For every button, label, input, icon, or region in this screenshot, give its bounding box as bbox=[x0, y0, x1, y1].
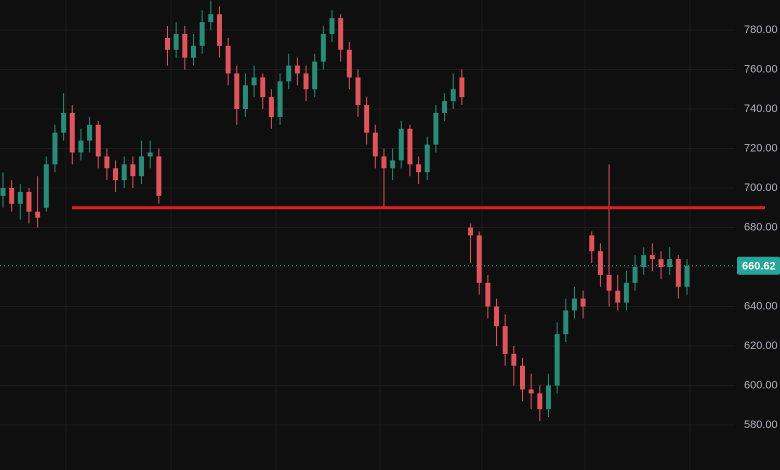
candle-body bbox=[312, 61, 318, 90]
candle-body bbox=[554, 334, 560, 386]
candle-body bbox=[26, 191, 32, 212]
candle-body bbox=[165, 37, 171, 50]
candle-body bbox=[0, 188, 6, 196]
candle-body bbox=[156, 156, 162, 196]
candle-body bbox=[303, 73, 309, 90]
candle-body bbox=[355, 77, 361, 106]
candle-body bbox=[511, 353, 517, 366]
candle-body bbox=[658, 259, 664, 267]
candle-body bbox=[537, 393, 543, 410]
candle-body bbox=[61, 112, 67, 133]
candle-body bbox=[251, 77, 257, 86]
candle-body bbox=[485, 282, 491, 307]
candle-body bbox=[190, 45, 196, 58]
candle-body bbox=[234, 73, 240, 110]
y-tick-label: 580.00 bbox=[744, 419, 778, 431]
candle-body bbox=[294, 65, 300, 74]
candle-body bbox=[502, 326, 508, 354]
candle-body bbox=[121, 164, 127, 181]
candle-body bbox=[381, 156, 387, 169]
candle-body bbox=[545, 385, 551, 410]
candle-body bbox=[571, 298, 577, 311]
candle-body bbox=[563, 310, 569, 335]
candle-body bbox=[346, 49, 352, 78]
y-tick-label: 720.00 bbox=[744, 142, 778, 154]
candle-body bbox=[424, 144, 430, 173]
candle-body bbox=[225, 45, 231, 74]
candle-body bbox=[416, 164, 422, 173]
candle-body bbox=[69, 112, 75, 153]
last-price-box bbox=[737, 256, 780, 275]
candle-body bbox=[597, 251, 603, 275]
candle-body bbox=[199, 22, 205, 46]
candle-body bbox=[390, 160, 396, 169]
candle-body bbox=[519, 365, 525, 390]
candle-body bbox=[667, 259, 673, 267]
candle-body bbox=[104, 156, 110, 169]
y-tick-label: 760.00 bbox=[744, 63, 778, 75]
candle-body bbox=[95, 124, 101, 157]
candle-body bbox=[468, 227, 474, 236]
y-tick-label: 780.00 bbox=[744, 24, 778, 36]
candle-body bbox=[580, 298, 586, 307]
candle-body bbox=[87, 124, 93, 141]
candle-body bbox=[649, 255, 655, 260]
candle-body bbox=[78, 140, 84, 153]
y-tick-label: 620.00 bbox=[744, 340, 778, 352]
candle-body bbox=[329, 18, 335, 34]
candle-body bbox=[242, 85, 248, 110]
candle-body bbox=[260, 77, 266, 98]
candle-body bbox=[364, 105, 370, 133]
candle-body bbox=[208, 14, 214, 23]
candle-body bbox=[433, 112, 439, 145]
candle-body bbox=[442, 101, 448, 113]
candle-body bbox=[623, 282, 629, 303]
y-tick-label: 600.00 bbox=[744, 379, 778, 391]
candle-body bbox=[476, 235, 482, 283]
candle-body bbox=[606, 274, 612, 291]
candle-body bbox=[52, 132, 58, 165]
candle-body bbox=[182, 33, 188, 58]
candle-body bbox=[9, 188, 15, 204]
candle-body bbox=[459, 77, 465, 98]
candle-body bbox=[113, 168, 119, 181]
candle-body bbox=[494, 306, 500, 327]
candle-body bbox=[286, 65, 292, 82]
candle-body bbox=[407, 128, 413, 165]
candle-body bbox=[147, 152, 153, 157]
candle-body bbox=[43, 164, 49, 208]
y-tick-label: 640.00 bbox=[744, 300, 778, 312]
candle-body bbox=[268, 97, 274, 117]
candle-body bbox=[372, 132, 378, 157]
candle-body bbox=[173, 33, 179, 50]
candle-body bbox=[338, 18, 344, 50]
candle-body bbox=[320, 33, 326, 62]
candle-body bbox=[450, 89, 456, 102]
candle-body bbox=[17, 191, 23, 204]
candle-body bbox=[632, 266, 638, 283]
candle-body bbox=[216, 14, 222, 46]
candle-body bbox=[35, 211, 41, 218]
candle-body bbox=[684, 265, 690, 287]
candle-body bbox=[641, 255, 647, 267]
y-tick-label: 740.00 bbox=[744, 103, 778, 115]
y-tick-label: 700.00 bbox=[744, 182, 778, 194]
vertical-grid bbox=[65, 0, 691, 470]
candle-body bbox=[589, 235, 595, 252]
candle-body bbox=[277, 81, 283, 117]
y-tick-label: 680.00 bbox=[744, 221, 778, 233]
candle-body bbox=[615, 290, 621, 303]
candle-body bbox=[130, 164, 136, 177]
last-price-label: 660.62 bbox=[742, 261, 776, 273]
candle-body bbox=[528, 389, 534, 394]
candle-body bbox=[139, 156, 145, 177]
candle-body bbox=[675, 259, 681, 287]
candle-body bbox=[398, 128, 404, 161]
